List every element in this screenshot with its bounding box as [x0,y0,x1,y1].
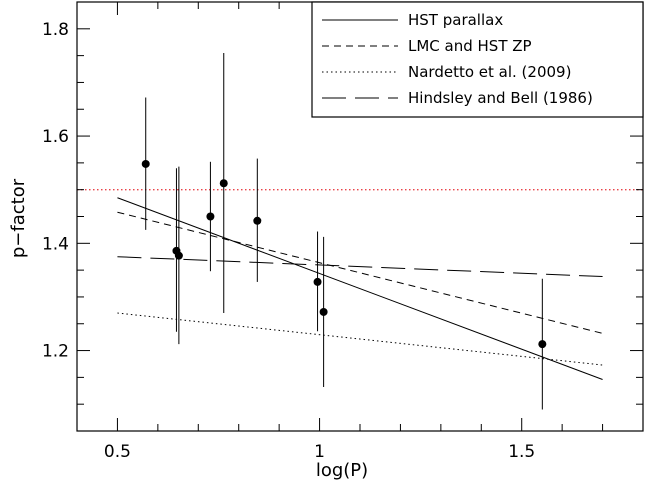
fit-line-2 [117,211,603,334]
x-tick-label: 1 [314,442,325,462]
legend-label: Nardetto et al. (2009) [408,63,571,81]
y-tick-label: 1.2 [42,342,69,362]
data-point [313,277,322,286]
y-axis-title: p−factor [8,178,29,258]
legend-label: Hindsley and Bell (1986) [408,89,593,107]
data-point [206,212,215,221]
fit-lines-layer [117,197,603,380]
data-point [253,216,262,225]
fit-line-1 [117,197,603,380]
x-tick-label: 1.5 [508,442,535,462]
data-point [174,251,183,260]
fit-line-4 [117,256,603,278]
data-point [141,159,150,168]
data-points-layer [141,52,547,410]
data-point [319,307,328,316]
legend-label: LMC and HST ZP [408,37,532,55]
y-tick-label: 1.4 [42,234,69,254]
legend-label: HST parallax [408,11,503,29]
y-tick-label: 1.6 [42,127,69,147]
y-tick-label: 1.8 [42,20,69,40]
x-axis-title: log(P) [316,460,368,481]
x-tick-label: 0.5 [104,442,131,462]
data-point [219,179,228,188]
data-point [538,340,547,349]
legend: HST parallax LMC and HST ZP Nardetto et al… [311,1,644,118]
fit-line-3 [117,312,603,366]
